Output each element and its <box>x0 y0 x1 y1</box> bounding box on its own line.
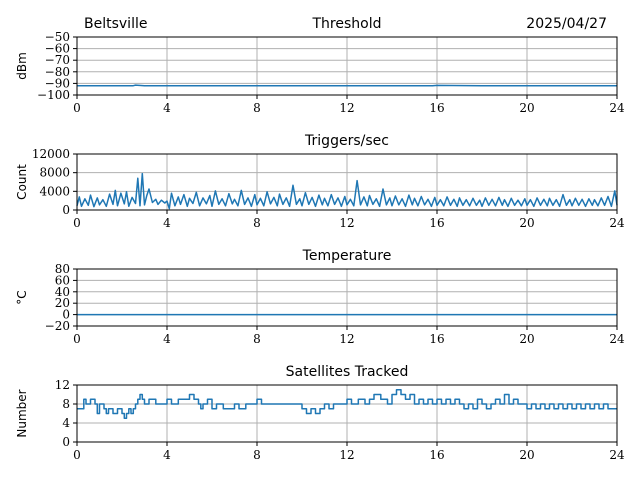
y-tick-label: 12 <box>55 378 70 392</box>
x-tick-label: 8 <box>253 101 261 115</box>
x-tick-label: 20 <box>519 448 534 462</box>
y-tick-label: 60 <box>55 273 70 287</box>
site-label: Beltsville <box>84 16 147 32</box>
x-tick-label: 24 <box>609 448 625 462</box>
chart-title-satellites-tracked: Satellites Tracked <box>286 364 409 380</box>
x-tick-label: 0 <box>73 448 81 462</box>
x-tick-label: 24 <box>609 216 625 230</box>
x-tick-label: 24 <box>609 332 625 346</box>
x-tick-label: 4 <box>163 448 171 462</box>
x-tick-label: 20 <box>519 216 534 230</box>
y-tick-label: 0 <box>62 435 70 449</box>
y-tick-label: 0 <box>62 308 70 322</box>
panel-threshold: 0 4 8 12 16 20 24 −100−90−80−70−60−50 Threshold d… <box>15 16 625 115</box>
y-tick-label: −20 <box>45 319 70 333</box>
x-tick-label: 4 <box>163 332 171 346</box>
y-tick-label: 4000 <box>39 184 70 198</box>
y-tick-label: −90 <box>45 76 70 90</box>
x-tick-label: 0 <box>73 101 81 115</box>
series-line-triggers-sec <box>76 172 618 210</box>
x-tick-label: 12 <box>339 216 354 230</box>
y-tick-label: 40 <box>55 285 70 299</box>
series-line-satellites-tracked <box>77 389 617 420</box>
x-tick-label: 8 <box>253 216 261 230</box>
x-tick-label: 12 <box>339 101 354 115</box>
x-tick-label: 0 <box>73 332 81 346</box>
y-tick-label: 8 <box>62 397 70 411</box>
x-tick-label: 4 <box>163 216 171 230</box>
x-tick-label: 8 <box>253 448 261 462</box>
y-tick-label: −50 <box>45 30 70 44</box>
x-tick-label: 20 <box>519 101 534 115</box>
x-tick-label: 16 <box>429 216 444 230</box>
x-tick-label: 8 <box>253 332 261 346</box>
x-tick-label: 20 <box>519 332 534 346</box>
x-tick-label: 16 <box>429 101 444 115</box>
x-tick-label: 12 <box>339 332 354 346</box>
y-tick-label: 4 <box>62 416 70 430</box>
y-tick-label: −100 <box>37 88 70 102</box>
x-tick-label: 0 <box>73 216 81 230</box>
x-tick-label: 16 <box>429 448 444 462</box>
x-tick-label: 12 <box>339 448 354 462</box>
y-axis-label-threshold: dBm <box>15 52 29 80</box>
y-tick-label: 80 <box>55 262 70 276</box>
y-axis-label-triggers-sec: Count <box>15 164 29 200</box>
series-line-threshold <box>77 84 617 87</box>
chart-title-temperature: Temperature <box>302 248 392 264</box>
panel-triggers-sec: 0 4 8 12 16 20 24 0 4000 8000 12000 Triggers/sec Cou… <box>15 133 625 230</box>
y-axis-label-satellites-tracked: Number <box>15 389 29 437</box>
y-tick-label: 0 <box>62 203 70 217</box>
y-axis-label-temperature: °C <box>15 290 29 304</box>
x-tick-label: 24 <box>609 101 625 115</box>
x-tick-label: 4 <box>163 101 171 115</box>
y-tick-label: 20 <box>55 296 70 310</box>
chart-title-triggers-sec: Triggers/sec <box>304 133 389 149</box>
y-tick-label: −60 <box>45 42 70 56</box>
date-label: 2025/04/27 <box>526 16 607 32</box>
x-tick-label: 16 <box>429 332 444 346</box>
y-tick-label: 12000 <box>32 147 70 161</box>
chart-title-threshold: Threshold <box>312 16 382 32</box>
y-tick-label: 8000 <box>39 166 70 180</box>
y-tick-label: −80 <box>45 65 70 79</box>
y-tick-label: −70 <box>45 53 70 67</box>
panel-satellites-tracked: 0 4 8 12 16 20 24 0 4 8 12 Satellites Tracked Number <box>15 364 625 462</box>
